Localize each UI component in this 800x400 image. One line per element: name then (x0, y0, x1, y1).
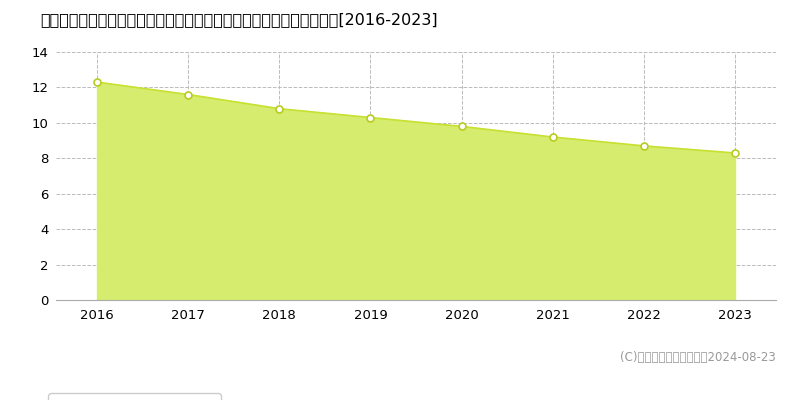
Point (364, 114, 377, 121)
Point (638, 143, 650, 149)
Point (273, 106, 286, 112)
Text: (C)土地価格ドットコム　2024-08-23: (C)土地価格ドットコム 2024-08-23 (620, 351, 776, 364)
Point (182, 91, 194, 98)
Point (90, 79, 103, 85)
Point (729, 150, 742, 156)
Point (455, 123, 468, 130)
Point (546, 134, 559, 140)
Text: 愛知県知多郡南知多町大字師崎字向島８番４　基準地価格　地価推移[2016-2023]: 愛知県知多郡南知多町大字師崎字向島８番４ 基準地価格 地価推移[2016-202… (40, 12, 438, 27)
Legend: 基準地価格　平均坤単価(万円/坤): 基準地価格 平均坤単価(万円/坤) (48, 393, 221, 400)
